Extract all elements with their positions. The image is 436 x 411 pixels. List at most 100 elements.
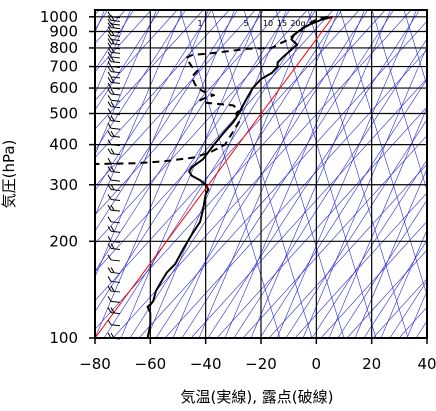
mixing-ratio-line xyxy=(403,10,427,87)
reference-line xyxy=(198,10,339,338)
reference-line xyxy=(95,10,386,330)
wind-barb xyxy=(107,254,121,262)
x-tick-label: −80 xyxy=(79,355,111,373)
y-tick-label: 500 xyxy=(49,104,78,122)
reference-line xyxy=(302,45,427,338)
reference-line xyxy=(294,192,427,338)
y-tick-label: 300 xyxy=(49,176,78,194)
mixing-ratio-label: 1 xyxy=(197,19,202,28)
reference-line xyxy=(95,10,360,302)
mixing-ratio-label: 20g xyxy=(290,19,305,28)
wind-barb xyxy=(107,225,121,233)
mixing-ratio-line xyxy=(179,10,281,338)
wind-barb xyxy=(107,77,121,84)
x-tick-label: 20 xyxy=(362,355,381,373)
reference-line xyxy=(95,10,235,338)
reference-line xyxy=(216,106,427,338)
reference-line xyxy=(389,280,427,338)
wind-barb xyxy=(107,15,121,22)
reference-line xyxy=(363,239,427,338)
wind-barb xyxy=(107,243,121,250)
reference-line xyxy=(95,10,152,73)
x-tick-label: 40 xyxy=(417,355,436,373)
wind-barb xyxy=(107,194,121,201)
reference-line xyxy=(346,249,427,338)
reference-line xyxy=(95,10,134,71)
wind-barbs xyxy=(107,11,121,340)
reference-line xyxy=(242,135,427,338)
reference-line xyxy=(172,10,313,338)
reference-line xyxy=(95,10,282,216)
wind-barb xyxy=(107,94,121,102)
reference-line xyxy=(250,10,391,338)
reference-line xyxy=(95,10,157,156)
reference-line xyxy=(95,10,160,111)
mixing-ratio-labels: 1 5 10 15 20g xyxy=(197,19,305,28)
mixing-ratio-label: 10 xyxy=(263,19,273,28)
gridlines xyxy=(94,10,428,339)
wind-barb xyxy=(107,51,121,59)
reference-line xyxy=(95,10,308,244)
reference-line xyxy=(138,20,427,338)
mixing-ratio-line xyxy=(211,10,313,338)
temperature-line xyxy=(146,15,334,338)
reference-line xyxy=(380,229,427,338)
wind-barb xyxy=(107,184,121,191)
reference-line xyxy=(95,10,178,101)
y-tick-label: 200 xyxy=(49,232,78,250)
parcel-line xyxy=(95,16,334,338)
wind-barb xyxy=(107,88,121,96)
wind-barb xyxy=(107,267,121,274)
wind-barb xyxy=(107,122,121,130)
wind-barb xyxy=(107,319,121,327)
y-tick-label: 700 xyxy=(49,58,78,76)
wind-barb xyxy=(107,130,121,138)
wind-barb xyxy=(107,56,121,64)
y-tick-label: 400 xyxy=(49,136,78,154)
wind-barb xyxy=(107,18,121,26)
wind-barb xyxy=(107,276,121,283)
reference-line xyxy=(95,10,204,130)
wind-barb xyxy=(107,22,121,30)
reference-line xyxy=(354,168,427,338)
wind-barb xyxy=(107,157,121,165)
dewpoint-line xyxy=(95,15,328,165)
wind-barb xyxy=(107,285,121,293)
y-tick-label: 100 xyxy=(49,329,78,347)
reference-line xyxy=(233,38,427,338)
wind-barb xyxy=(107,296,121,303)
x-axis-ticks: −80 −60 −40 −20 0 20 40 xyxy=(79,338,436,373)
reference-line xyxy=(276,10,417,338)
x-tick-label: −20 xyxy=(245,355,277,373)
wind-barb xyxy=(107,82,121,90)
wind-barb xyxy=(107,115,121,123)
wind-barb xyxy=(107,204,121,212)
reference-line xyxy=(95,10,183,217)
mixing-ratio-line xyxy=(339,10,427,297)
wind-barb xyxy=(107,307,121,315)
x-tick-label: 0 xyxy=(312,355,322,373)
reference-line xyxy=(95,10,209,278)
y-tick-label: 1000 xyxy=(40,8,78,26)
x-tick-label: −40 xyxy=(190,355,222,373)
mixing-ratio-line xyxy=(307,10,409,338)
y-tick-label: 800 xyxy=(49,39,78,57)
reference-line xyxy=(337,199,427,338)
reference-line xyxy=(164,49,427,338)
reference-line xyxy=(190,77,427,338)
wind-barb xyxy=(107,61,121,69)
reference-line xyxy=(372,278,427,338)
wind-barb xyxy=(107,71,121,79)
wind-barb xyxy=(107,166,121,173)
wind-barb xyxy=(107,42,121,50)
wind-barb xyxy=(107,11,121,19)
mixing-ratio-line xyxy=(243,10,345,338)
reference-line xyxy=(259,78,427,338)
mixing-ratio-label: 5 xyxy=(243,19,248,28)
reference-line xyxy=(320,220,427,338)
wind-barb xyxy=(107,34,121,41)
wind-barb xyxy=(107,216,121,224)
wind-barb xyxy=(107,174,121,182)
